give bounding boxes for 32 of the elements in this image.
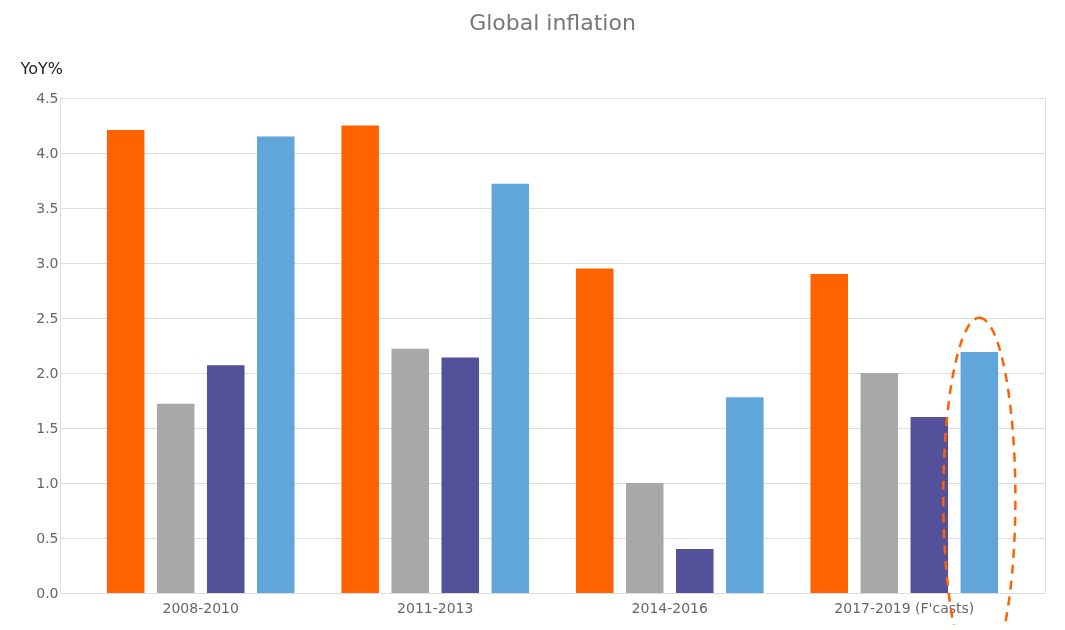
bar <box>391 348 429 593</box>
x-tick-label: 2011-2013 <box>397 599 474 616</box>
y-tick-label: 0.0 <box>36 584 59 601</box>
chart-title: Global inflation <box>469 10 636 35</box>
bar <box>156 403 195 593</box>
bar <box>341 125 379 593</box>
bar <box>910 417 949 593</box>
y-tick-label: 3.5 <box>36 199 59 216</box>
bar <box>206 365 245 593</box>
bar <box>257 136 295 593</box>
y-tick-label: 1.5 <box>36 419 59 436</box>
y-tick-label: 3.0 <box>36 254 59 271</box>
y-tick-label: 2.5 <box>36 309 59 326</box>
y-tick-label: 2.0 <box>36 364 59 381</box>
x-tick-label: 2017-2019 (F'casts) <box>834 599 975 616</box>
bar <box>810 274 848 593</box>
bar <box>441 357 480 593</box>
bar <box>575 268 614 593</box>
y-axis-title: YoY% <box>19 58 63 78</box>
y-tick-label: 4.5 <box>36 89 59 106</box>
bar <box>860 373 899 593</box>
bar <box>726 397 764 593</box>
x-tick-label: 2008-2010 <box>162 599 239 616</box>
bar <box>491 183 530 593</box>
y-tick-label: 0.5 <box>36 529 59 546</box>
bar <box>676 549 714 593</box>
bar <box>106 129 145 593</box>
y-tick-label: 4.0 <box>36 144 59 161</box>
bar <box>960 352 999 593</box>
y-tick-label: 1.0 <box>36 474 59 491</box>
bar <box>625 483 664 593</box>
x-tick-label: 2014-2016 <box>631 599 709 616</box>
